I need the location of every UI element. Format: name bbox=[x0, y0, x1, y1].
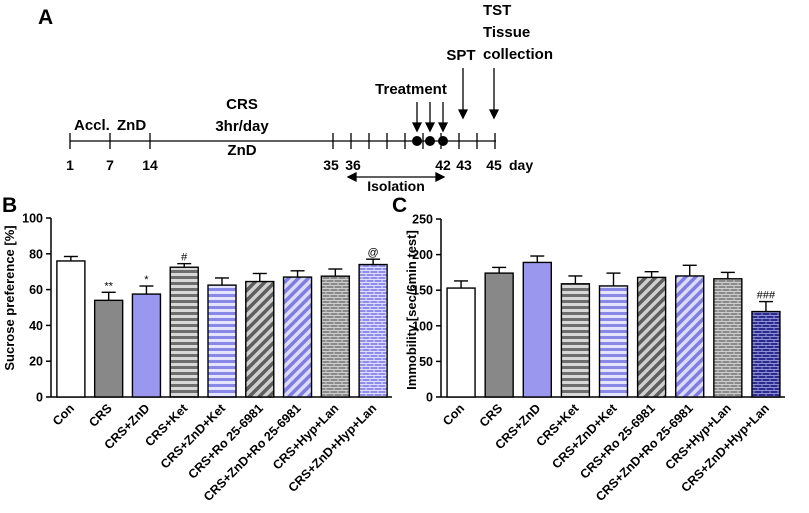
y-tick-label: 20 bbox=[29, 355, 43, 369]
category-label: CRS+Hyp+Lan bbox=[270, 401, 341, 472]
bar bbox=[484, 272, 514, 398]
significance-label: * bbox=[144, 274, 149, 286]
y-tick-label: 150 bbox=[412, 284, 433, 298]
spt-label: SPT bbox=[446, 47, 475, 64]
bar bbox=[560, 283, 591, 398]
day-tick-label: 43 bbox=[456, 157, 472, 173]
treatment-label: Treatment bbox=[375, 81, 447, 98]
bar bbox=[751, 310, 781, 398]
bar bbox=[245, 280, 275, 398]
ylabel-sucrose: Sucrose preference [%] bbox=[2, 225, 17, 370]
bar bbox=[446, 287, 476, 398]
significance-label: @ bbox=[368, 247, 379, 259]
y-tick-label: 60 bbox=[29, 283, 43, 297]
bar bbox=[636, 276, 667, 398]
y-tick-label: 100 bbox=[412, 319, 433, 333]
y-tick-label: 250 bbox=[412, 213, 433, 227]
tst-arrow bbox=[488, 68, 500, 120]
bar bbox=[56, 260, 86, 398]
bar bbox=[598, 285, 629, 398]
day-tick-label: 45 bbox=[486, 157, 502, 173]
isolation-label: Isolation bbox=[367, 178, 425, 194]
y-tick-label: 0 bbox=[36, 391, 43, 405]
category-label: CRS bbox=[86, 401, 115, 430]
crs-label-3: ZnD bbox=[227, 142, 256, 159]
ylabel-immobility: Immobility [sec/6min test] bbox=[404, 230, 419, 390]
significance-label: ### bbox=[757, 290, 776, 302]
tst-label: TST bbox=[483, 2, 511, 19]
y-tick-label: 80 bbox=[29, 247, 43, 261]
tissue-label-1: Tissue bbox=[483, 24, 530, 41]
significance-label: # bbox=[181, 252, 188, 264]
category-label: CRS+ZnD+Ket bbox=[549, 401, 620, 472]
phase-znd: ZnD bbox=[117, 117, 146, 134]
panel-label-b: B bbox=[2, 194, 17, 217]
panel-label-c: C bbox=[392, 194, 407, 217]
y-tick-label: 200 bbox=[412, 248, 433, 262]
day-tick-label: 14 bbox=[142, 157, 158, 173]
category-label: Con bbox=[50, 401, 77, 428]
treatment-dots bbox=[412, 136, 448, 146]
day-tick-label: 1 bbox=[66, 157, 74, 173]
bar bbox=[522, 261, 552, 398]
significance-label: ** bbox=[104, 280, 113, 292]
panel-label-a: A bbox=[38, 6, 53, 29]
tissue-label-2: collection bbox=[483, 46, 553, 63]
bar bbox=[320, 275, 351, 398]
bar bbox=[93, 299, 124, 398]
y-tick-label: 50 bbox=[419, 355, 433, 369]
y-tick-label: 0 bbox=[426, 391, 433, 405]
category-label: CRS+Hyp+Lan bbox=[663, 401, 734, 472]
isolation-arrow bbox=[346, 171, 446, 183]
category-label: Con bbox=[440, 401, 467, 428]
treatment-arrows bbox=[411, 102, 449, 133]
sucrose-preference-chart: 020406080100Con**CRS*CRS+ZnD#CRS+KetCRS+… bbox=[22, 212, 392, 504]
bar bbox=[131, 293, 162, 398]
bar bbox=[675, 275, 705, 398]
bar bbox=[358, 263, 388, 398]
crs-label-2: 3hr/day bbox=[215, 118, 269, 135]
day-tick-labels: 1 7 14 35 36 42 43 45 bbox=[66, 157, 502, 173]
category-label: CRS+ZnD+Ket bbox=[158, 401, 229, 472]
timeline-panel: A Accl. ZnD CRS 3hr/day ZnD Treatment SP… bbox=[38, 2, 553, 194]
bar bbox=[169, 266, 199, 398]
bar bbox=[713, 278, 743, 398]
day-tick-label: 36 bbox=[345, 157, 361, 173]
y-tick-label: 40 bbox=[29, 319, 43, 333]
timeline-ticks bbox=[69, 133, 496, 149]
crs-label-1: CRS bbox=[226, 96, 258, 113]
y-tick-label: 100 bbox=[22, 212, 43, 226]
category-label: CRS bbox=[477, 401, 506, 430]
spt-arrow bbox=[457, 68, 469, 120]
day-tick-label: 35 bbox=[323, 157, 339, 173]
day-tick-label: 7 bbox=[106, 157, 114, 173]
phase-accl: Accl. bbox=[74, 117, 110, 134]
day-tick-label: 42 bbox=[435, 157, 451, 173]
bar bbox=[282, 276, 313, 398]
day-unit-label: day bbox=[509, 157, 533, 173]
bar bbox=[207, 284, 237, 398]
